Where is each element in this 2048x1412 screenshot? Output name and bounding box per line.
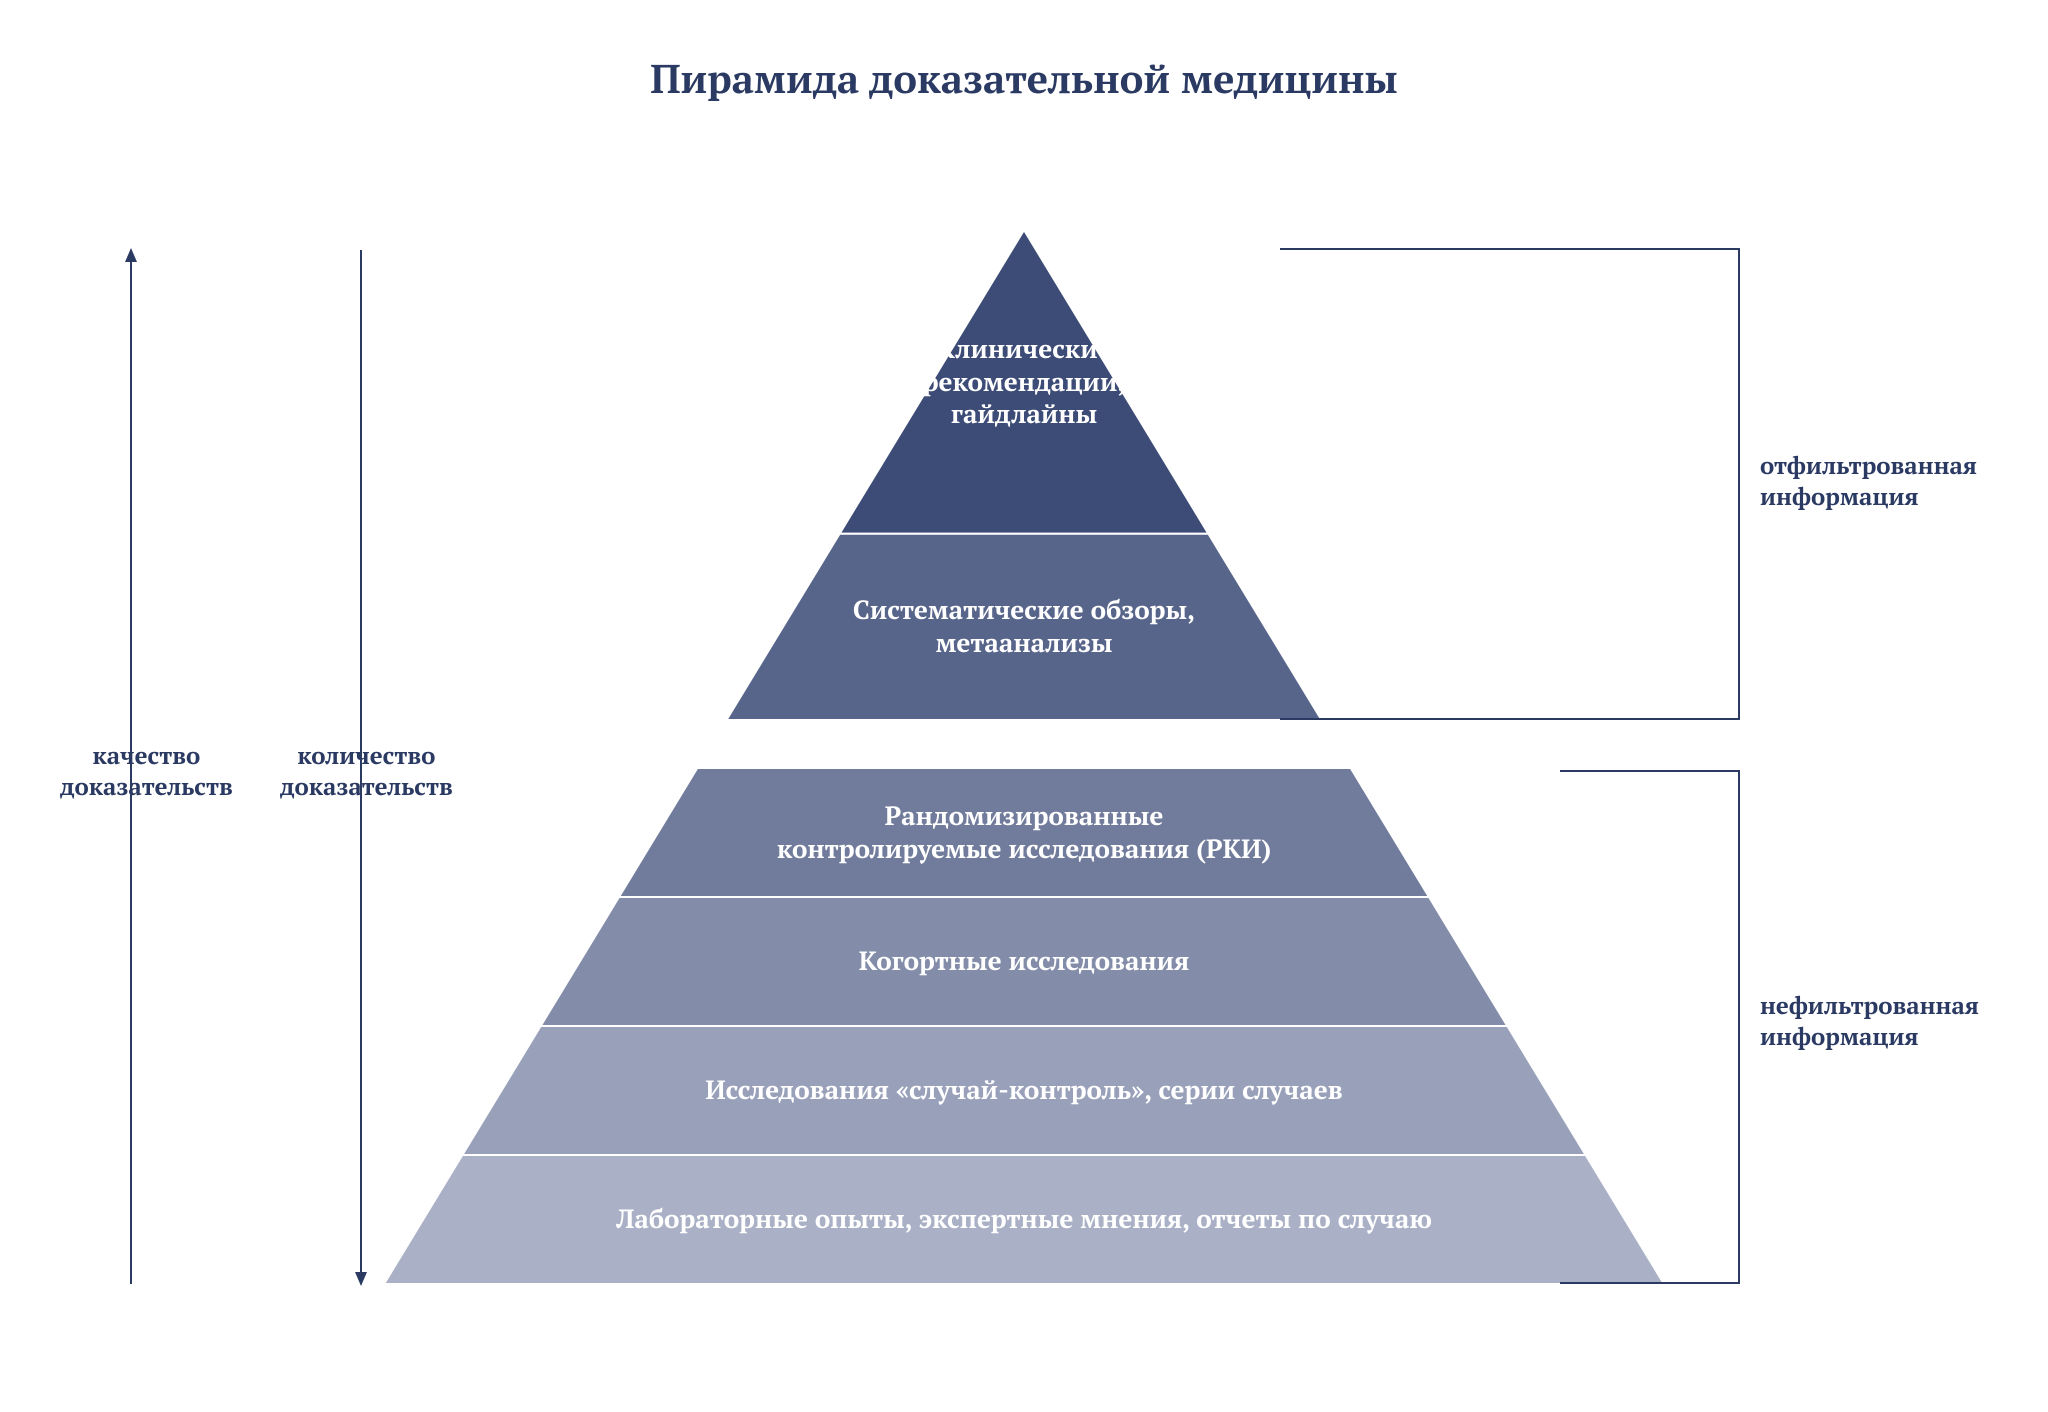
pyramid-layer-label: Исследования «случай-контроль», серии сл… [472,1026,1575,1155]
pyramid-layer-label: Лабораторные опыты, экспертные мнения, о… [394,1155,1654,1284]
filtered-bracket-label: отфильтрованная информация [1760,450,1977,512]
pyramid-layer-label: Когортные исследования [551,897,1498,1026]
pyramid-layer-label: Систематические обзоры, метаанализы [736,534,1311,720]
filtered-bracket [1280,248,1740,720]
unfiltered-bracket [1560,770,1740,1284]
pyramid-layer-label: Рандомизированные контролируемые исследо… [629,768,1419,897]
unfiltered-bracket-label: нефильтрованная информация [1760,990,1979,1052]
quantity-arrow-down-icon [355,1272,367,1286]
pyramid-layer-label: Клинические рекомендации, гайдлайны [850,230,1199,534]
quality-arrow-up-icon [125,248,137,262]
quantity-axis-label: количество доказательств [280,740,453,802]
quality-axis-label: качество доказательств [60,740,233,802]
diagram-stage: Пирамида доказательной медицины Клиничес… [0,0,2048,1412]
